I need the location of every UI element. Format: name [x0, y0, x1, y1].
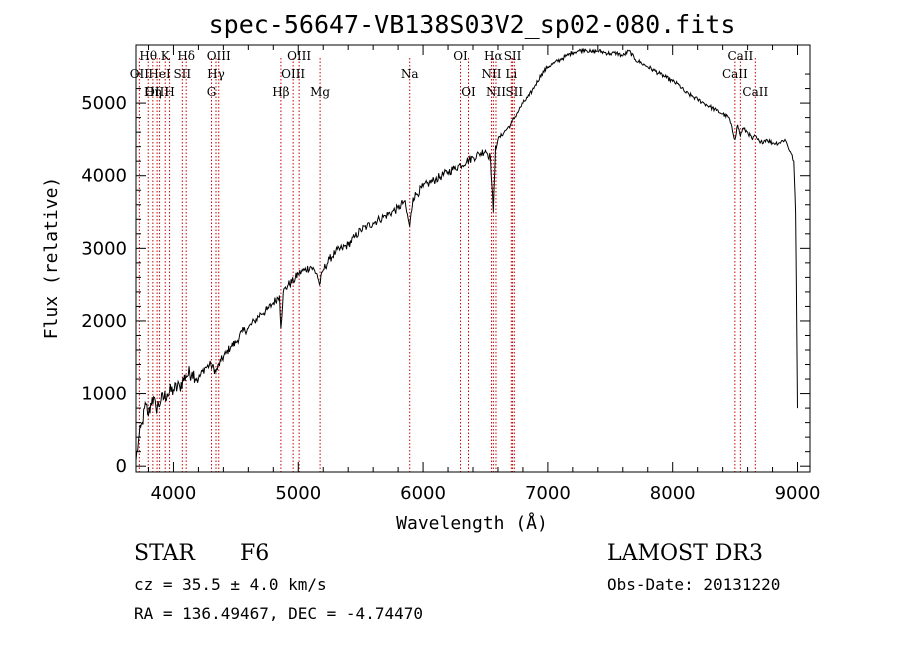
line-label-CaII: CaII — [722, 67, 748, 81]
y-tick-label: 3000 — [81, 238, 127, 259]
x-tick-label: 7000 — [525, 483, 571, 504]
x-axis-ticks: 4000 5000 6000 7000 8000 9000 — [147, 45, 821, 504]
line-label-SII: SII — [505, 85, 523, 99]
y-axis-ticks: 0 1000 2000 3000 4000 5000 — [81, 73, 810, 477]
x-axis-label: Wavelength (Å) — [396, 512, 548, 534]
line-label-OI: OI — [461, 85, 476, 99]
plot-frame — [135, 44, 811, 473]
coordinates: RA = 136.49467, DEC = -4.74470 — [134, 604, 423, 623]
redshift-value: cz = 35.5 ± 4.0 km/s — [134, 575, 327, 594]
line-label-SII: SII — [504, 49, 522, 63]
observation-date: Obs-Date: 20131220 — [607, 575, 780, 594]
spectrum-line — [135, 47, 798, 461]
line-label-CaII: CaII — [742, 85, 768, 99]
line-label-Na: Na — [401, 67, 419, 81]
y-tick-label: 4000 — [81, 166, 127, 187]
line-label-Hδ: Hδ — [177, 49, 195, 63]
x-tick-label: 4000 — [151, 483, 197, 504]
line-label-OIII: OIII — [207, 49, 231, 63]
survey-name: LAMOST DR3 — [607, 541, 763, 566]
spectral-line-markers — [138, 58, 756, 472]
line-label-Hα: Hα — [484, 49, 503, 63]
x-tick-label: 9000 — [775, 483, 821, 504]
line-label-OIII: OIII — [145, 85, 169, 99]
x-tick-label: 5000 — [275, 483, 321, 504]
y-tick-label: 2000 — [81, 311, 127, 332]
line-label-Hγ: Hγ — [207, 67, 225, 81]
line-label-OIII: OIII — [287, 49, 311, 63]
y-tick-label: 0 — [116, 456, 127, 477]
object-class: STAR — [134, 541, 196, 566]
line-label-NII: NII — [486, 85, 506, 99]
line-label-Hη: Hη — [144, 85, 162, 99]
chart-title: spec-56647-VB138S03V2_sp02-080.fits — [209, 10, 736, 39]
line-label-CaII: CaII — [727, 49, 753, 63]
line-label-K: K — [161, 49, 171, 63]
line-label-NII: NII — [481, 67, 501, 81]
object-subclass: F6 — [240, 541, 269, 566]
line-label-H: H — [164, 85, 174, 99]
line-label-Mg: Mg — [310, 85, 330, 99]
y-axis-label: Flux (relative) — [41, 177, 62, 340]
line-label-HeI: HeI — [148, 67, 171, 81]
line-label-Li: Li — [505, 67, 517, 81]
line-label-Hθ: Hθ — [139, 49, 157, 63]
x-tick-label: 8000 — [650, 483, 696, 504]
line-label-OIII: OIII — [281, 67, 305, 81]
x-tick-label: 6000 — [400, 483, 446, 504]
line-label-OI: OI — [453, 49, 468, 63]
y-tick-label: 1000 — [81, 384, 127, 405]
y-tick-label: 5000 — [81, 93, 127, 114]
line-label-SII: SII — [173, 67, 191, 81]
line-label-G: G — [207, 85, 217, 99]
line-label-Hβ: Hβ — [272, 85, 289, 99]
